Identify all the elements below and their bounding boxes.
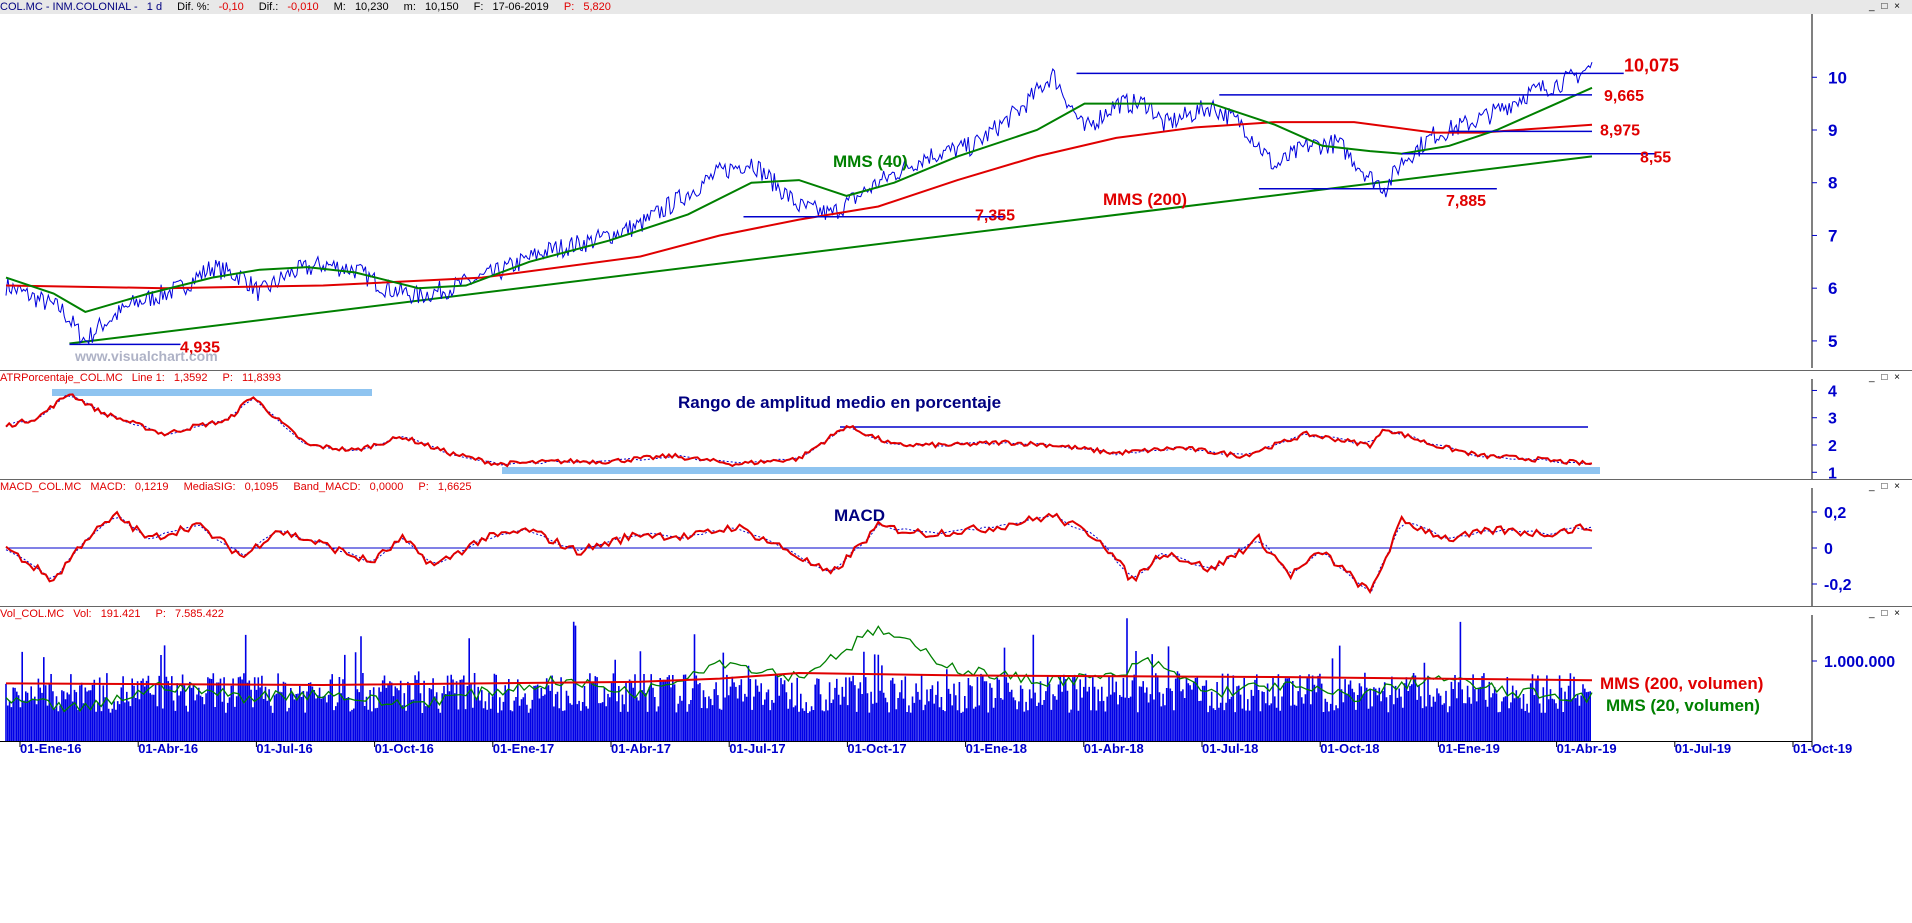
atr-low-band (502, 467, 1600, 474)
mms40-line (5, 86, 1593, 313)
x-tick-label: 01-Abr-18 (1084, 741, 1144, 756)
x-tick-label: 01-Abr-16 (138, 741, 198, 756)
y-tick-label: 4 (1828, 383, 1837, 400)
y-tick-label: 7 (1828, 226, 1837, 245)
volume-pane-header: Vol_COL.MC Vol: 191.421 P: 7.585.422 _ □… (0, 608, 1902, 620)
x-tick-label: 01-Oct-16 (375, 741, 434, 756)
y-tick-label: 6 (1828, 279, 1837, 298)
macd-chart: 0,2 0 -0,2 MACD (5, 488, 1852, 606)
level-label: 7,355 (975, 208, 1015, 225)
x-tick-label: 01-Jul-16 (256, 741, 312, 756)
macd-line (5, 510, 1593, 595)
y-tick-label: 9 (1828, 121, 1837, 140)
date-value: 17-06-2019 (492, 1, 549, 13)
y-tick-label: 1.000.000 (1824, 654, 1895, 671)
level-label: 8,55 (1640, 150, 1671, 167)
level-label: 7,885 (1446, 193, 1486, 210)
y-tick-label: -0,2 (1824, 577, 1852, 594)
x-tick-label: 01-Jul-17 (729, 741, 785, 756)
y-tick-label: 5 (1828, 332, 1837, 351)
volume-bars (5, 618, 1591, 741)
volume-window-controls[interactable]: _ □ × (1869, 608, 1902, 619)
volume-pane[interactable]: Vol_COL.MC Vol: 191.421 P: 7.585.422 _ □… (0, 606, 1912, 923)
level-label: 4,935 (180, 339, 220, 356)
x-tick-label: 01-Jul-19 (1675, 741, 1731, 756)
x-tick-label: 01-Abr-19 (1557, 741, 1617, 756)
level-label: 10,075 (1624, 55, 1679, 75)
atr-chart: 4 3 2 1 Rango de amplitud medio en porcentaj… (5, 379, 1837, 479)
x-tick-label: 01-Ene-16 (20, 741, 81, 756)
min-value: 10,150 (424, 1, 459, 13)
y-tick-label: 3 (1828, 411, 1837, 428)
price-line (5, 62, 1593, 346)
y-tick-label: 2 (1828, 438, 1837, 455)
mms40-label: MMS (40) (833, 152, 908, 171)
atr-high-band (52, 389, 372, 396)
y-tick-label: 0,2 (1824, 505, 1846, 522)
x-tick-label: 01-Oct-18 (1320, 741, 1379, 756)
macd-window-controls[interactable]: _ □ × (1869, 481, 1902, 492)
watermark: www.visualchart.com (74, 348, 218, 364)
macd-pane-header: MACD_COL.MC MACD: 0,1219 MediaSIG: 0,109… (0, 481, 1902, 493)
atr-pane-header: ATRPorcentaje_COL.MC Line 1: 1,3592 P: 1… (0, 372, 1902, 384)
window-controls[interactable]: _ □ × (1869, 1, 1902, 12)
x-tick-label: 01-Oct-17 (847, 741, 906, 756)
vol-mms200-line (5, 671, 1593, 687)
symbol-label: COL.MC - INM.COLONIAL - 1 d (0, 1, 163, 13)
y-tick-label: 1 (1828, 465, 1837, 479)
x-tick-label: 01-Ene-18 (966, 741, 1027, 756)
x-tick-label: 01-Jul-18 (1202, 741, 1258, 756)
y-tick-label: 8 (1828, 174, 1837, 193)
macd-pane[interactable]: MACD_COL.MC MACD: 0,1219 MediaSIG: 0,109… (0, 479, 1912, 606)
x-tick-label: 01-Ene-19 (1438, 741, 1499, 756)
vol-mms200-label: MMS (200, volumen) (1600, 674, 1763, 693)
atr-line (5, 393, 1593, 468)
x-tick-label: 01-Ene-17 (493, 741, 554, 756)
level-label: 8,975 (1600, 122, 1640, 139)
macd-title: MACD (834, 506, 885, 525)
x-tick-label: 01-Oct-19 (1793, 741, 1852, 756)
max-value: 10,230 (354, 1, 389, 13)
dif-value: -0,010 (287, 1, 319, 13)
atr-pane[interactable]: ATRPorcentaje_COL.MC Line 1: 1,3592 P: 1… (0, 370, 1912, 479)
price-pane-header: COL.MC - INM.COLONIAL - 1 d Dif. %: -0,1… (0, 0, 1912, 14)
mms200-line (5, 121, 1593, 290)
level-label: 9,665 (1604, 88, 1644, 105)
support-trendline (69, 155, 1593, 345)
vol-mms20-line (5, 625, 1593, 713)
dif-pct-value: -0,10 (218, 1, 244, 13)
y-tick-label: 0 (1824, 541, 1833, 558)
price-pane[interactable]: COL.MC - INM.COLONIAL - 1 d Dif. %: -0,1… (0, 0, 1912, 368)
x-tick-label: 01-Abr-17 (611, 741, 671, 756)
p-value: 5,820 (583, 1, 611, 13)
volume-chart: 1.000.000 MMS (200, volumen) MMS (20, volu… (0, 615, 1895, 756)
atr-title: Rango de amplitud medio en porcentaje (678, 393, 1001, 412)
vol-mms20-label: MMS (20, volumen) (1606, 696, 1760, 715)
atr-window-controls[interactable]: _ □ × (1869, 372, 1902, 383)
y-tick-label: 10 (1828, 68, 1847, 87)
mms200-label: MMS (200) (1103, 190, 1187, 209)
